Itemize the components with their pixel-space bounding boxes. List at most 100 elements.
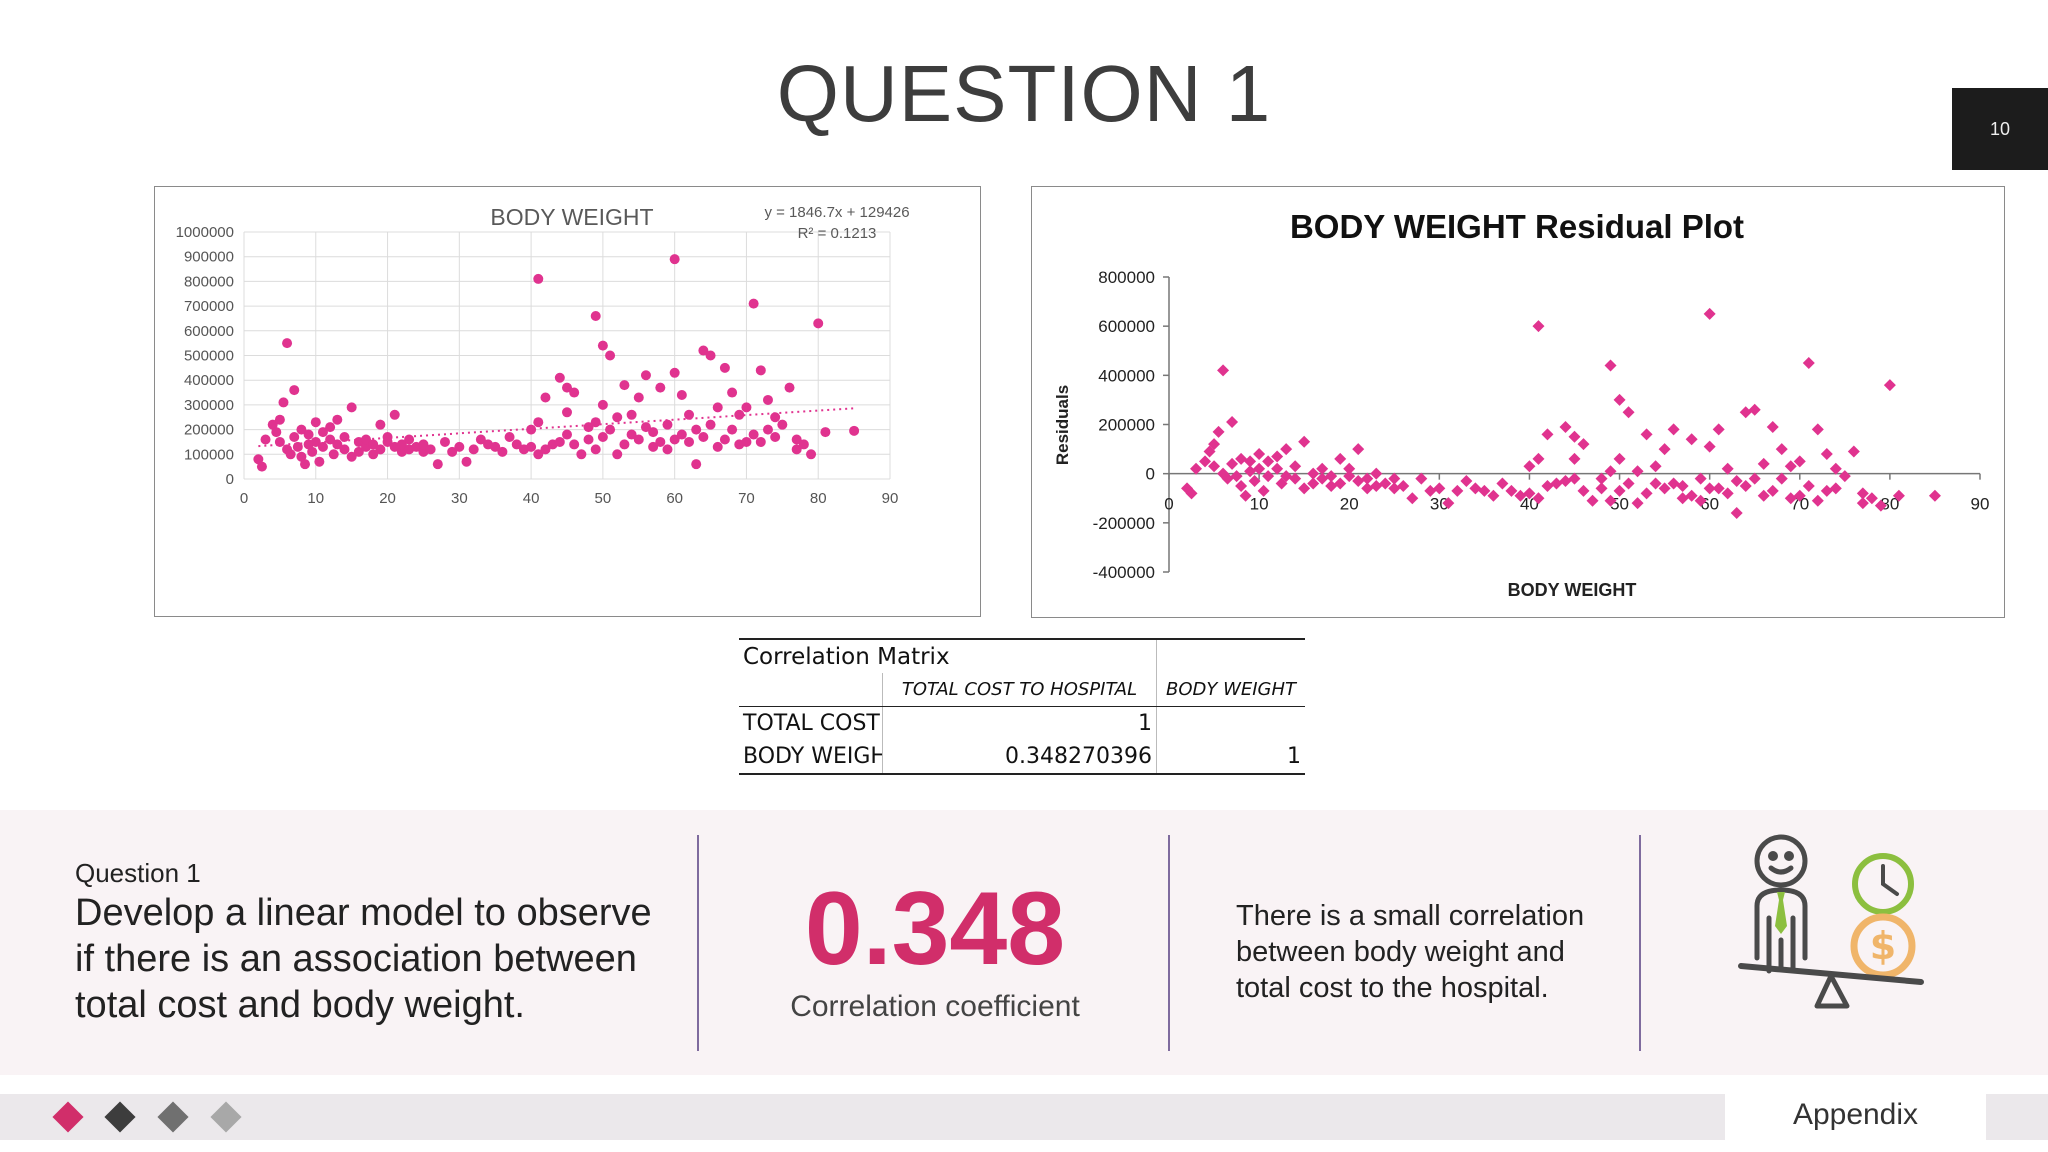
data-point [256, 461, 267, 472]
data-point [684, 409, 695, 420]
data-point [396, 439, 407, 450]
residual-point [1262, 455, 1275, 468]
data-point [310, 417, 321, 428]
body-weight-scatter-chart: 0 100000 200000 300000 400000 500000 600000 700… [154, 186, 981, 617]
residual-point [1478, 484, 1491, 497]
residual-point [1388, 482, 1401, 495]
data-point [317, 441, 328, 452]
data-point [597, 432, 608, 443]
conclusion-text: There is a small correlation between bod… [1236, 900, 1585, 1004]
residual-point [1883, 379, 1896, 392]
data-point [274, 414, 285, 425]
dollar-coin-icon: $ [1850, 913, 1916, 979]
data-point [605, 424, 616, 435]
residual-point [1289, 460, 1302, 473]
residual-point [1559, 475, 1572, 488]
x-tick-label: 0 [1164, 495, 1173, 514]
data-point [296, 424, 307, 435]
balance-scale-illustration: $ [1738, 834, 1924, 1009]
residual-point [1595, 482, 1608, 495]
data-point [346, 402, 357, 413]
residual-point [1730, 507, 1743, 519]
data-point [307, 446, 318, 457]
residual-point [1568, 430, 1581, 443]
residual-point [1811, 423, 1824, 436]
residual-point [1307, 467, 1320, 480]
data-point [719, 434, 730, 445]
residual-point [1298, 482, 1311, 495]
data-point [533, 273, 544, 284]
data-point [533, 449, 544, 460]
residual-plot-svg: -400000 -200000 0 200000 400000 600000 800000 0… [1053, 208, 1989, 600]
y-tick-label: 0 [1146, 465, 1155, 484]
data-point [684, 436, 695, 447]
x-tick-label: 90 [882, 490, 899, 507]
residual-point [1667, 477, 1680, 490]
y-tick-label: 700000 [184, 298, 234, 315]
residual-point [1739, 406, 1752, 419]
residual-point [1487, 489, 1500, 502]
x-tick-label: 20 [1340, 495, 1359, 514]
data-point [562, 382, 572, 393]
residual-point [1559, 420, 1572, 433]
residual-point [1226, 416, 1239, 429]
data-point [712, 402, 723, 413]
residual-point [1703, 440, 1716, 453]
residual-point [1739, 479, 1752, 492]
residual-point [1712, 423, 1725, 436]
residual-point [1496, 477, 1509, 490]
residual-plot-chart: -400000 -200000 0 200000 400000 600000 800000 0… [1031, 186, 2005, 618]
matrix-title: Correlation Matrix [739, 638, 1157, 673]
residual-point [1532, 320, 1545, 333]
residual-point [1541, 428, 1554, 441]
data-point [612, 449, 623, 460]
residual-point [1829, 482, 1842, 495]
data-point [719, 362, 730, 373]
data-point [784, 382, 795, 393]
data-point [375, 444, 386, 455]
residual-point [1334, 477, 1347, 490]
residual-point [1550, 477, 1563, 490]
residual-point [1838, 470, 1851, 483]
residual-point [1595, 472, 1608, 485]
matrix-cell-weight-total: 0.348270396 [882, 740, 1157, 775]
data-point [698, 432, 709, 443]
residual-point [1262, 470, 1275, 483]
chart-title: BODY WEIGHT Residual Plot [1290, 208, 1744, 245]
data-point [576, 449, 587, 460]
data-point [583, 434, 594, 445]
data-point [676, 390, 687, 401]
data-point [640, 370, 651, 381]
residual-point [1847, 445, 1860, 458]
data-point [296, 451, 307, 462]
correlation-caption: Correlation coefficient [790, 990, 1080, 1023]
residual-point [1604, 359, 1617, 372]
residual-point [1325, 470, 1338, 483]
x-tick-label: 10 [1250, 495, 1269, 514]
y-tick-label: 600000 [184, 323, 234, 340]
residual-point [1388, 472, 1401, 485]
residual-point [1649, 460, 1662, 473]
residual-point [1523, 460, 1536, 473]
y-tick-label: 500000 [184, 348, 234, 365]
footer-bar-end [1986, 1094, 2048, 1140]
residual-point [1415, 472, 1428, 485]
scatter-plot-svg: 0100000200000300000400000500000600000700… [176, 204, 910, 507]
data-point [260, 434, 271, 445]
residual-point [1190, 462, 1203, 475]
data-point [813, 318, 824, 329]
data-point [734, 409, 745, 420]
y-axis-label: Residuals [1053, 385, 1072, 465]
data-point [633, 434, 644, 445]
data-point [849, 425, 860, 436]
residual-point [1235, 479, 1248, 492]
residual-point [1793, 455, 1806, 468]
data-point [300, 459, 311, 470]
residual-point [1766, 484, 1779, 497]
data-point [626, 409, 637, 420]
residual-point [1185, 487, 1198, 500]
data-point [676, 429, 687, 440]
residual-point [1352, 443, 1365, 456]
data-point [404, 434, 415, 445]
residual-point [1532, 452, 1545, 465]
